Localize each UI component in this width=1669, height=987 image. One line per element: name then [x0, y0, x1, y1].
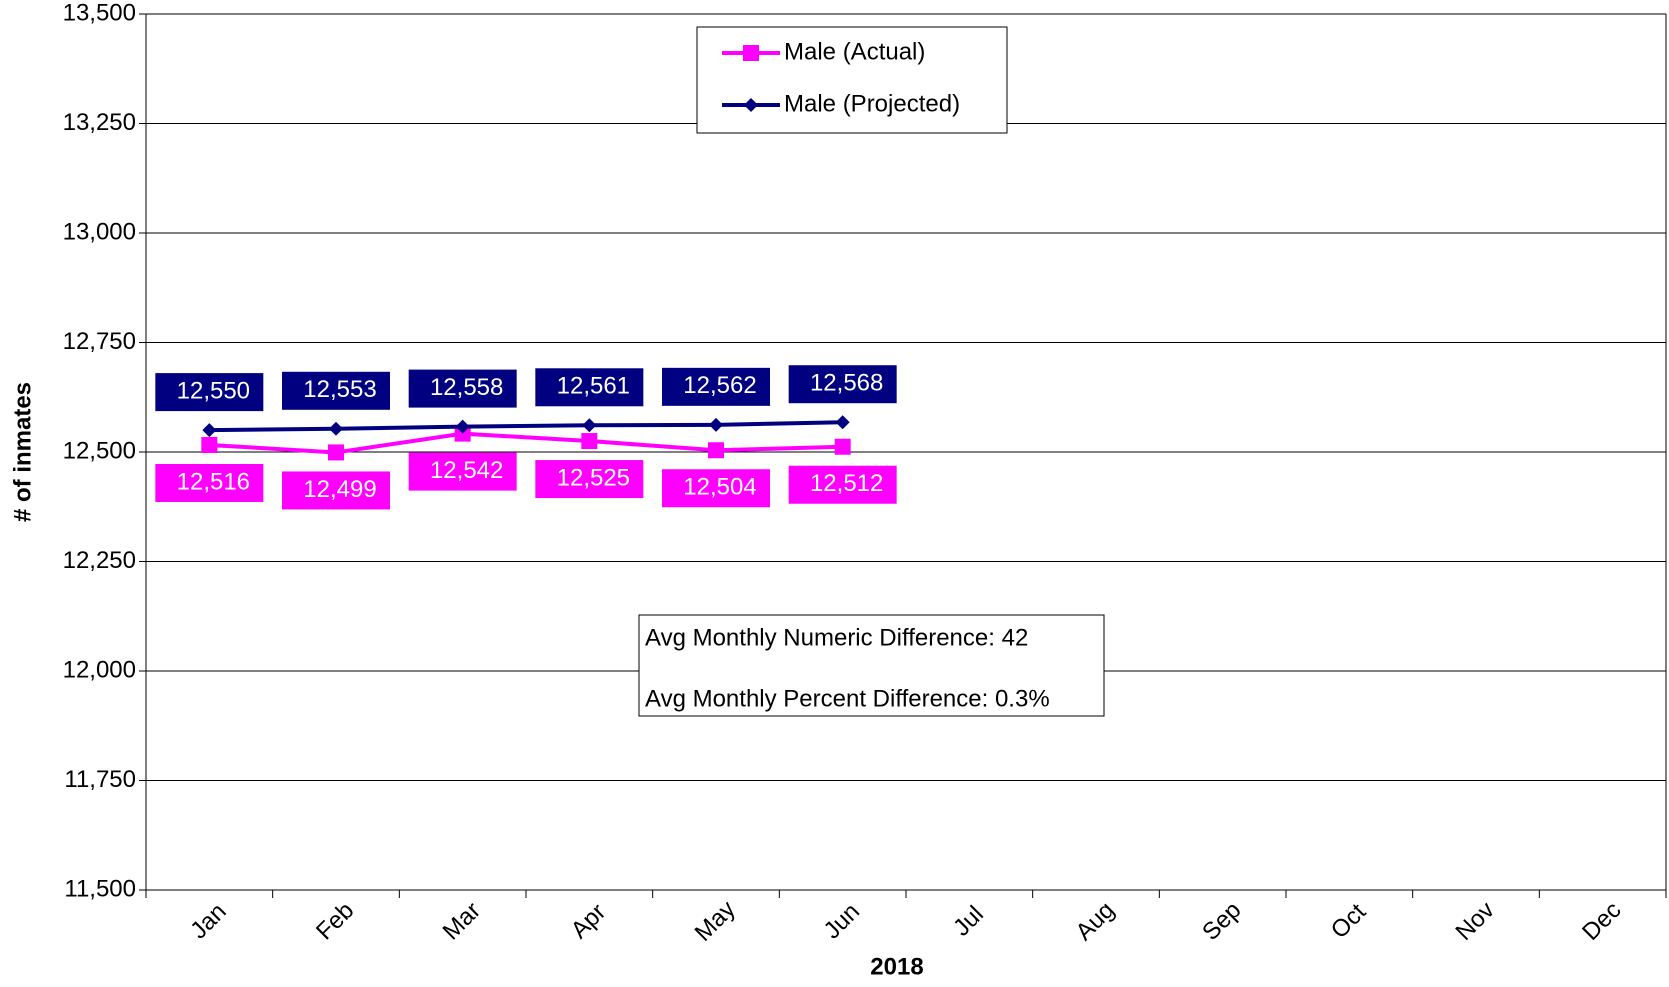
y-axis-title: # of inmates — [9, 382, 36, 522]
annotation-box — [638, 614, 1105, 717]
marker — [582, 418, 597, 433]
data-label: 12,550 — [177, 377, 250, 404]
marker — [835, 415, 850, 430]
data-label-box — [535, 368, 644, 407]
x-tick-label: Mar — [438, 897, 486, 945]
x-axis-title: 2018 — [870, 953, 923, 980]
x-tick-label: Oct — [1326, 898, 1372, 944]
y-tick-label: 12,250 — [63, 547, 136, 574]
data-label: 12,516 — [177, 468, 250, 495]
legend-label: Male (Projected) — [784, 90, 960, 117]
marker — [708, 442, 724, 459]
y-tick-label: 13,250 — [63, 109, 136, 136]
y-tick-label: 11,500 — [64, 875, 136, 902]
x-tick-label: Jul — [948, 901, 989, 942]
data-label-box — [535, 460, 644, 499]
data-label-box — [408, 369, 517, 408]
x-tick-label: Jun — [819, 898, 865, 944]
marker — [202, 423, 217, 438]
x-tick-label: Dec — [1577, 897, 1626, 946]
x-tick-label: Jan — [185, 898, 231, 944]
x-tick-label: Feb — [311, 897, 359, 945]
marker — [328, 444, 344, 461]
series: 12,550 12,553 12,558 12,561 12,562 12,568 — [155, 365, 897, 438]
y-tick-label: 12,750 — [63, 328, 136, 355]
data-label: 12,562 — [683, 372, 756, 399]
data-label-box — [662, 469, 770, 508]
marker — [581, 433, 598, 450]
annotation-text: Avg Monthly Numeric Difference: 42 — [645, 624, 1028, 651]
data-label-box — [155, 373, 264, 412]
data-label: 12,542 — [430, 457, 503, 484]
marker — [834, 438, 851, 455]
data-label-box — [282, 371, 390, 410]
y-tick-label: 13,000 — [63, 218, 136, 245]
marker — [455, 419, 470, 434]
data-label: 12,558 — [430, 374, 503, 401]
legend-label: Male (Actual) — [784, 38, 925, 65]
data-label-box — [788, 465, 897, 504]
data-label: 12,561 — [557, 373, 630, 400]
data-label: 12,525 — [557, 464, 630, 491]
series-line — [209, 420, 843, 433]
marker — [454, 425, 471, 442]
legend-box — [696, 26, 1008, 134]
marker — [201, 436, 218, 453]
marker — [743, 45, 759, 61]
x-tick-label: May — [690, 896, 741, 947]
data-label-box — [282, 471, 390, 510]
x-tick-label: Aug — [1071, 897, 1120, 946]
legend: Male (Actual) Male (Projected) — [696, 26, 1008, 134]
x-tick-label: Apr — [566, 898, 612, 944]
data-label: 12,499 — [303, 476, 376, 503]
data-label-box — [155, 463, 264, 502]
annotation: Avg Monthly Numeric Difference: 42 Avg Mo… — [638, 614, 1105, 717]
x-tick-label: Nov — [1451, 897, 1500, 946]
marker — [744, 98, 758, 112]
data-label-box — [408, 452, 517, 491]
series: 12,516 12,499 12,542 12,525 12,504 12,512 — [155, 425, 897, 510]
x-tick-label: Sep — [1197, 897, 1246, 946]
data-label: 12,504 — [683, 474, 756, 501]
y-tick-label: 11,750 — [64, 766, 136, 793]
y-tick-label: 12,500 — [63, 437, 136, 464]
marker — [709, 417, 723, 432]
annotation-text: Avg Monthly Percent Difference: 0.3% — [645, 685, 1050, 712]
marker — [329, 421, 343, 436]
data-label-box — [788, 365, 897, 404]
y-tick-label: 13,500 — [63, 0, 136, 26]
series-line — [209, 431, 843, 455]
data-label: 12,512 — [810, 470, 883, 497]
y-tick-label: 12,000 — [63, 656, 136, 683]
data-label-box — [662, 367, 770, 406]
data-label: 12,568 — [810, 370, 883, 397]
data-label: 12,553 — [303, 376, 376, 403]
